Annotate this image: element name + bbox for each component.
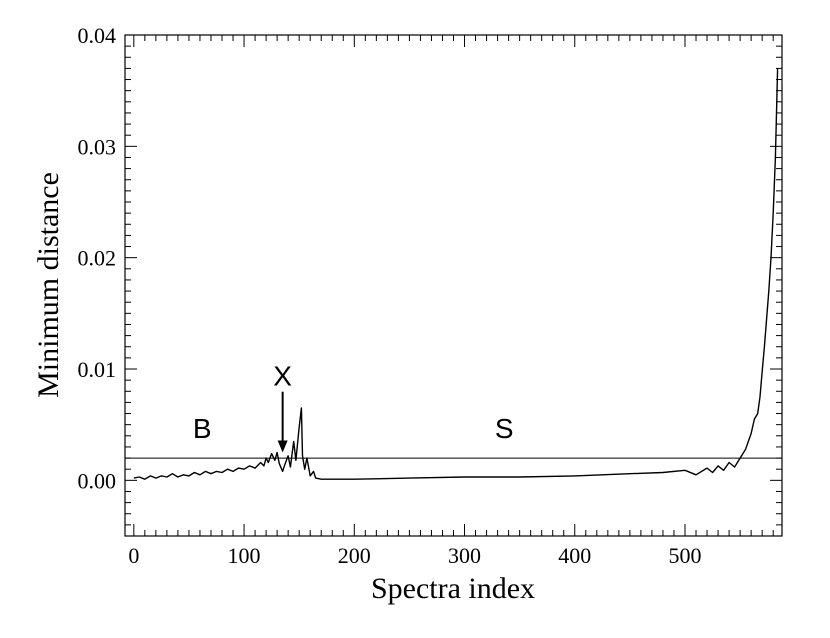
annotation-label: B: [193, 413, 212, 444]
data-series-line: [133, 68, 779, 480]
plot-frame: [124, 34, 783, 537]
x-axis-title: Spectra index: [371, 572, 535, 605]
y-tick-label: 0.00: [78, 468, 117, 493]
x-tick-label: 400: [558, 543, 591, 568]
x-tick-label: 100: [228, 543, 261, 568]
axis-ticks: [125, 34, 782, 537]
annotation-label: S: [495, 413, 514, 444]
y-tick-label: 0.04: [78, 23, 117, 48]
x-tick-labels: 0 100 200 300 400 500: [128, 543, 701, 568]
annotation-arrow-head: [277, 440, 288, 453]
y-tick-label: 0.03: [78, 134, 117, 159]
x-tick-label: 300: [448, 543, 481, 568]
y-tick-labels: 0.00 0.01 0.02 0.03 0.04: [78, 23, 117, 493]
x-tick-label: 0: [128, 543, 139, 568]
x-tick-label: 200: [338, 543, 371, 568]
x-tick-label: 500: [668, 543, 701, 568]
annotation-label: X: [273, 361, 292, 392]
y-axis-title: Minimum distance: [32, 172, 65, 398]
y-tick-label: 0.02: [78, 246, 117, 271]
y-tick-label: 0.01: [78, 357, 117, 382]
annotations: B X S: [193, 361, 514, 453]
